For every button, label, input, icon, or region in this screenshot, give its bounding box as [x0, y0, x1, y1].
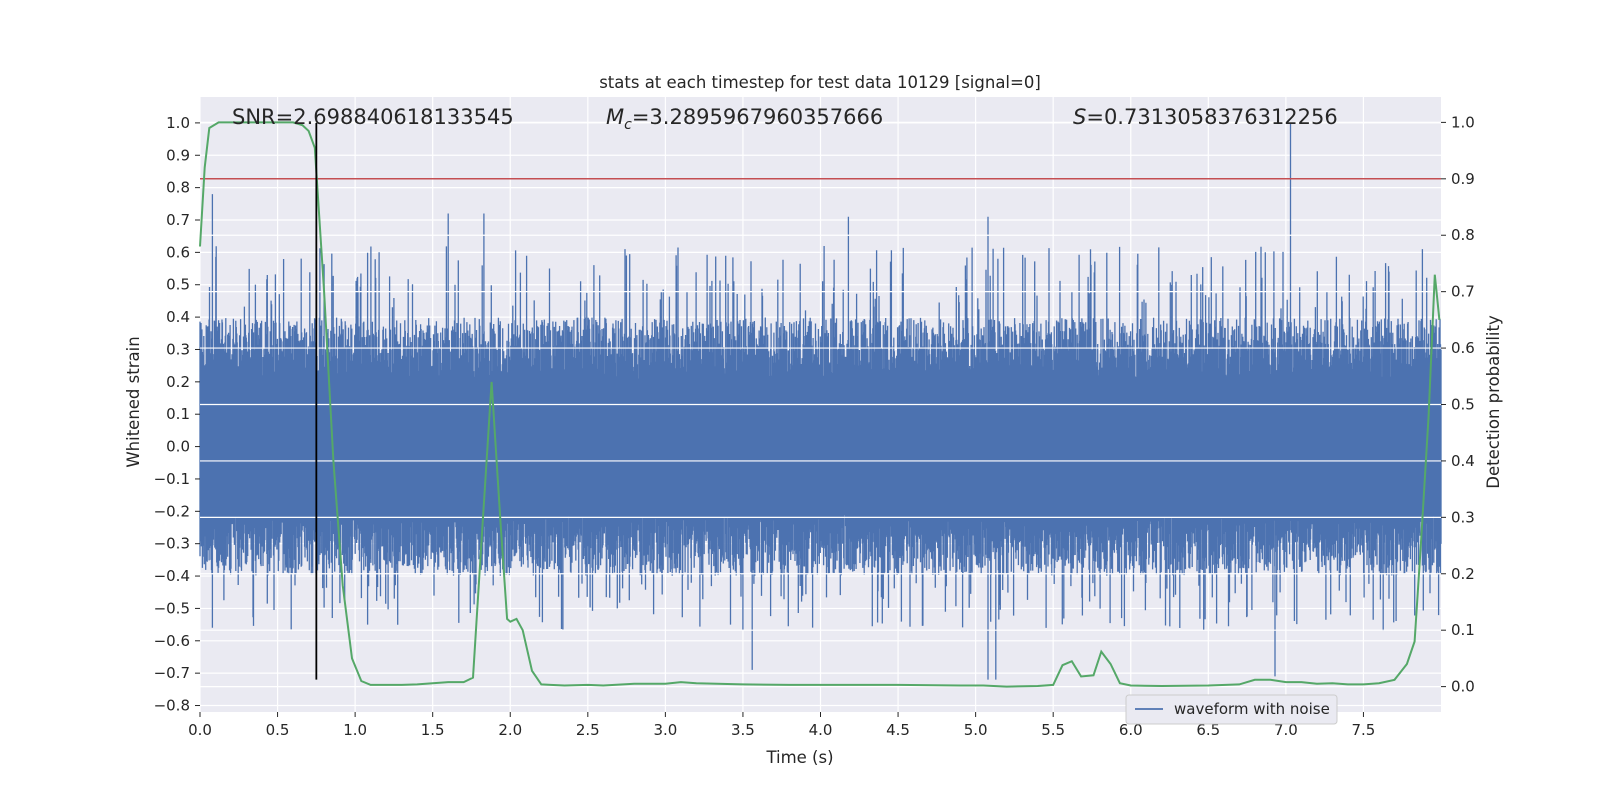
left-axis-ticks: −0.8 −0.7 −0.6 −0.5 −0.4 −0.3 −0.2 −0.1 0.0 0.1 0.… [154, 114, 200, 715]
left-tick-label: 0.7 [166, 211, 190, 229]
right-tick-label: 0.3 [1451, 508, 1475, 526]
chirp-mass-subscript: c [624, 117, 632, 133]
x-tick-label: 6.0 [1119, 721, 1143, 739]
strain-series [199, 122, 1442, 680]
right-tick-label: 0.5 [1451, 396, 1475, 414]
x-axis-label: Time (s) [765, 748, 833, 767]
left-tick-label: 0.9 [166, 146, 190, 164]
left-axis-label: Whitened strain [124, 336, 143, 467]
left-tick-label: −0.5 [154, 599, 190, 617]
right-tick-label: 0.8 [1451, 226, 1475, 244]
legend-label: waveform with noise [1174, 700, 1330, 718]
x-tick-label: 3.5 [731, 721, 755, 739]
right-tick-label: 0.9 [1451, 170, 1475, 188]
right-tick-label: 0.4 [1451, 452, 1475, 470]
right-tick-label: 0.2 [1451, 565, 1475, 583]
score-value: =0.7313058376312256 [1086, 105, 1337, 129]
left-tick-label: −0.1 [154, 470, 190, 488]
x-tick-label: 4.5 [886, 721, 910, 739]
left-tick-label: −0.2 [154, 502, 190, 520]
x-tick-label: 2.5 [576, 721, 600, 739]
left-tick-label: 0.4 [166, 308, 190, 326]
chirp-mass-symbol: M [606, 105, 624, 129]
chart-title: stats at each timestep for test data 101… [599, 73, 1041, 92]
left-tick-label: −0.4 [154, 567, 190, 585]
x-tick-label: 4.0 [809, 721, 833, 739]
right-tick-label: 0.0 [1451, 678, 1475, 696]
right-axis-ticks: 0.0 0.1 0.2 0.3 0.4 0.5 0.6 0.7 0.8 0.9 1.0 [1441, 113, 1475, 696]
x-tick-label: 0.5 [266, 721, 290, 739]
left-tick-label: 1.0 [166, 114, 190, 132]
score-annotation: S=0.7313058376312256 [1073, 105, 1338, 129]
left-tick-label: −0.8 [154, 697, 190, 715]
chirp-mass-value: =3.2895967960357666 [632, 105, 883, 129]
right-tick-label: 0.7 [1451, 283, 1475, 301]
left-tick-label: −0.3 [154, 535, 190, 553]
right-tick-label: 1.0 [1451, 113, 1475, 131]
left-tick-label: −0.6 [154, 632, 190, 650]
left-tick-label: −0.7 [154, 664, 190, 682]
strain-trace [199, 122, 1442, 680]
legend: waveform with noise [1125, 694, 1338, 725]
chirp-mass-annotation: Mc=3.2895967960357666 [606, 105, 883, 133]
right-tick-label: 0.6 [1451, 339, 1475, 357]
left-tick-label: 0.8 [166, 179, 190, 197]
x-tick-label: 2.0 [498, 721, 522, 739]
legend-box [1125, 694, 1338, 725]
x-tick-label: 1.5 [421, 721, 445, 739]
x-tick-label: 0.0 [188, 721, 212, 739]
x-tick-label: 5.0 [964, 721, 988, 739]
x-tick-label: 6.5 [1196, 721, 1220, 739]
x-tick-label: 5.5 [1041, 721, 1065, 739]
x-tick-label: 3.0 [653, 721, 677, 739]
left-tick-label: 0.2 [166, 373, 190, 391]
right-axis-label: Detection probability [1484, 315, 1503, 489]
left-tick-label: 0.3 [166, 340, 190, 358]
probability-line [199, 121, 1441, 688]
x-tick-label: 7.0 [1274, 721, 1298, 739]
left-tick-label: 0.6 [166, 243, 190, 261]
x-tick-label: 7.5 [1352, 721, 1376, 739]
overlay-lines [199, 121, 1441, 688]
x-tick-label: 1.0 [343, 721, 367, 739]
score-symbol: S [1073, 105, 1086, 129]
left-tick-label: 0.1 [166, 405, 190, 423]
left-tick-label: 0.0 [166, 438, 190, 456]
x-axis-ticks: 0.0 0.5 1.0 1.5 2.0 2.5 3.0 3.5 4.0 4.5 5.0 5.5 6.0 6… [188, 712, 1375, 739]
snr-annotation: SNR=2.698840618133545 [232, 105, 514, 129]
left-tick-label: 0.5 [166, 276, 190, 294]
right-tick-label: 0.1 [1451, 621, 1475, 639]
